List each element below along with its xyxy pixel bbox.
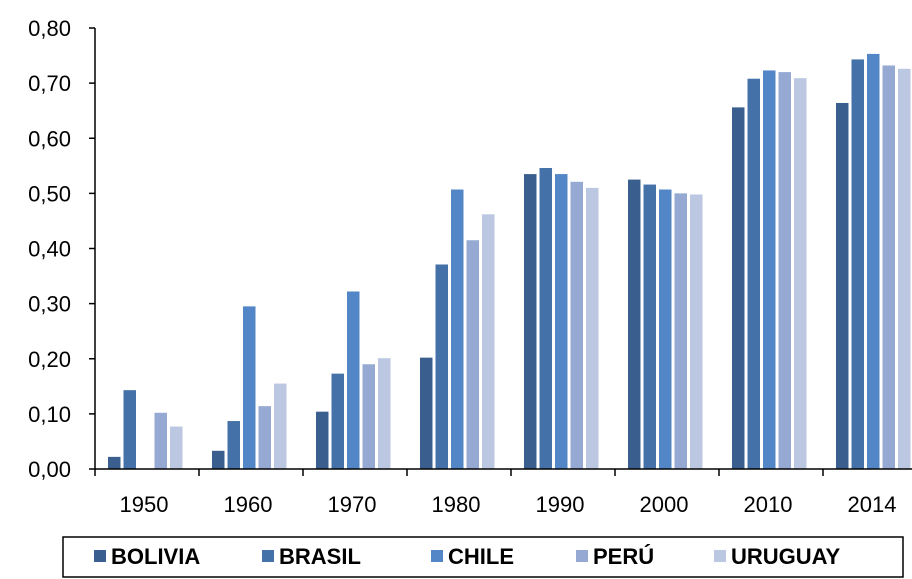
y-tick-label: 0,50: [28, 181, 71, 206]
bar-uruguay-1980: [482, 214, 495, 469]
bar-perú-2010: [778, 72, 791, 469]
bar-perú-1970: [362, 364, 375, 469]
x-tick-label: 1990: [536, 492, 585, 517]
x-tick-label: 2000: [640, 492, 689, 517]
bar-bolivia-2000: [628, 179, 641, 469]
y-tick-label: 0,40: [28, 237, 71, 262]
legend: BOLIVIA BRASIL CHILE PERÚ URUGUAY: [62, 536, 904, 578]
y-tick-label: 0,10: [28, 402, 71, 427]
bar-brasil-2014: [851, 59, 864, 469]
bar-uruguay-1970: [378, 358, 391, 469]
y-tick-label: 0,30: [28, 292, 71, 317]
legend-box: [62, 536, 904, 578]
bar-bolivia-1960: [212, 450, 225, 469]
bar-perú-2000: [674, 193, 687, 469]
bar-chile-1970: [347, 291, 360, 469]
bar-bolivia-1970: [316, 411, 329, 469]
y-axis-tick-labels: 0,00 0,10 0,20 0,30 0,40 0,50 0,60 0,70 0,80: [28, 16, 95, 482]
x-tick-label: 1970: [328, 492, 377, 517]
legend-swatch-uruguay: [714, 550, 726, 562]
y-tick-label: 0,00: [28, 457, 71, 482]
bar-perú-1990: [570, 181, 583, 469]
legend-swatch-chile: [431, 550, 443, 562]
bar-chile-2010: [763, 70, 776, 469]
x-tick-label: 2014: [848, 492, 897, 517]
bar-chile-1980: [451, 189, 464, 470]
legend-label-chile: CHILE: [448, 544, 514, 569]
x-tick-label: 1980: [432, 492, 481, 517]
bar-uruguay-1960: [274, 383, 287, 469]
bar-uruguay-2010: [794, 78, 807, 469]
legend-swatch-perú: [576, 550, 588, 562]
legend-swatch-brasil: [262, 550, 274, 562]
x-tick-label: 1960: [224, 492, 273, 517]
bar-chile-1990: [555, 174, 568, 470]
bar-uruguay-1990: [586, 187, 599, 470]
bar-bolivia-2010: [732, 107, 745, 469]
y-tick-label: 0,60: [28, 126, 71, 151]
legend-label-bolivia: BOLIVIA: [111, 544, 200, 569]
legend-label-perú: PERÚ: [593, 544, 654, 569]
bar-perú-2014: [882, 65, 895, 470]
bar-bolivia-1980: [420, 357, 433, 469]
x-tick-label: 1950: [120, 492, 169, 517]
bar-chile-2000: [659, 189, 672, 470]
bar-brasil-1970: [331, 373, 344, 469]
bar-brasil-1990: [539, 168, 552, 469]
bar-perú-1950: [154, 412, 167, 469]
bar-perú-1980: [466, 240, 479, 469]
y-tick-label: 0,70: [28, 71, 71, 96]
bar-brasil-1950: [123, 390, 136, 469]
bar-chile-2014: [867, 53, 880, 469]
bar-perú-1960: [258, 406, 271, 469]
y-tick-label: 0,20: [28, 347, 71, 372]
bar-bolivia-1990: [524, 174, 537, 470]
bar-brasil-1980: [435, 264, 448, 469]
legend-swatch-bolivia: [94, 550, 106, 562]
y-tick-label: 0,80: [28, 16, 71, 41]
bar-brasil-2010: [747, 78, 760, 469]
bar-brasil-1960: [227, 421, 240, 469]
bar-uruguay-1950: [170, 426, 183, 469]
bar-bolivia-2014: [836, 102, 849, 469]
bars: [108, 53, 911, 470]
x-tick-label: 2010: [744, 492, 793, 517]
bar-uruguay-2000: [690, 194, 703, 470]
bar-brasil-2000: [643, 184, 656, 469]
legend-label-brasil: BRASIL: [279, 544, 361, 569]
bar-uruguay-2014: [898, 68, 911, 469]
bar-bolivia-1950: [108, 456, 121, 469]
x-axis-tick-labels: 1950 1960 1970 1980 1990 2000 2010 2014: [94, 469, 897, 517]
legend-label-uruguay: URUGUAY: [731, 544, 841, 569]
bar-chile-1960: [243, 306, 256, 469]
